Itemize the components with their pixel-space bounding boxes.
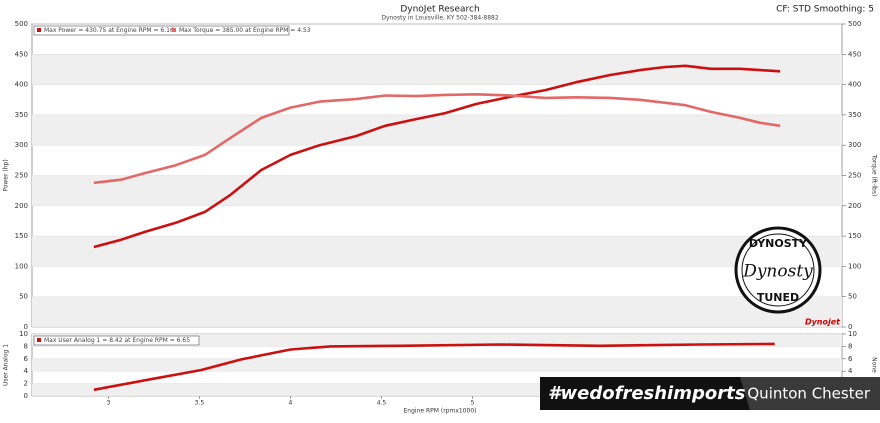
legend-swatch xyxy=(37,338,41,342)
series-line xyxy=(93,64,781,249)
tag-bg xyxy=(540,377,750,410)
y2-tick-label: 450 xyxy=(848,50,861,58)
y-tick-label: 100 xyxy=(15,262,28,270)
y-tick-label: 6 xyxy=(24,355,29,363)
x-tick-label: 4.5 xyxy=(377,400,387,407)
y-axis-label: Power (hp) xyxy=(3,159,10,191)
y2-tick-label: 200 xyxy=(848,202,861,210)
plots: 0501001502002503003504004505000501001502… xyxy=(3,20,878,415)
y-tick-label: 4 xyxy=(24,367,29,375)
y2-tick-label: 0 xyxy=(848,323,852,331)
grid-band xyxy=(32,296,842,327)
watermark: #wedofreshimports Quinton Chester xyxy=(540,377,880,410)
y-tick-label: 500 xyxy=(15,20,28,28)
series-line xyxy=(93,93,781,185)
y-tick-label: 450 xyxy=(15,50,28,58)
y2-tick-label: 300 xyxy=(848,141,861,149)
y-tick-label: 2 xyxy=(24,380,28,388)
legend-label: Max Power = 430.75 at Engine RPM = 6.16 xyxy=(44,27,174,34)
y-tick-label: 50 xyxy=(19,293,28,301)
legend-label: Max Torque = 385.00 at Engine RPM = 4.53 xyxy=(179,27,311,34)
y-tick-label: 350 xyxy=(15,111,28,119)
logo-ring xyxy=(734,226,822,314)
y2-axis-label: None xyxy=(871,357,878,373)
legend-box xyxy=(33,25,290,36)
logo-top: DYNOSTY xyxy=(749,237,808,250)
grid-band xyxy=(32,236,842,267)
x-axis-label: Engine RPM (rpmx1000) xyxy=(404,408,477,415)
y2-tick-label: 4 xyxy=(848,367,853,375)
y2-tick-label: 500 xyxy=(848,20,861,28)
legend-box xyxy=(33,335,200,346)
y-tick-label: 0 xyxy=(24,323,28,331)
x-tick-label: 4 xyxy=(289,400,293,407)
legend-swatch xyxy=(172,28,176,32)
brand: Dynojet xyxy=(805,318,841,327)
y2-tick-label: 250 xyxy=(848,172,861,180)
grid-band xyxy=(32,175,842,206)
logo-ring xyxy=(741,233,815,307)
y-tick-label: 8 xyxy=(24,342,28,350)
logo-middle: Dynosty xyxy=(742,262,813,282)
y2-tick-label: 8 xyxy=(848,342,852,350)
grid-band xyxy=(32,358,842,372)
y-tick-label: 400 xyxy=(15,81,28,89)
y2-tick-label: 350 xyxy=(848,111,861,119)
series-line xyxy=(93,342,775,392)
y-tick-label: 150 xyxy=(15,232,28,240)
x-tick-label: 5 xyxy=(471,400,475,407)
x-tick-label: 3 xyxy=(107,400,111,407)
legend-swatch xyxy=(37,28,41,32)
y2-tick-label: 50 xyxy=(848,293,857,301)
y-tick-label: 200 xyxy=(15,202,28,210)
y-tick-label: 250 xyxy=(15,172,28,180)
y-tick-label: 10 xyxy=(19,330,28,338)
legend-label: Max User Analog 1 = 8.42 at Engine RPM =… xyxy=(44,337,190,344)
subtitle: Dynosty in Louisville, KY 502-384-8882 xyxy=(381,15,498,22)
grid-band xyxy=(32,334,842,347)
y2-tick-label: 100 xyxy=(848,262,861,270)
y2-tick-label: 10 xyxy=(848,330,857,338)
settings: CF: STD Smoothing: 5 xyxy=(776,5,874,15)
hashtag: #wedofreshimports xyxy=(548,383,746,404)
y-tick-label: 0 xyxy=(24,392,28,400)
logo: DYNOSTY Dynosty TUNED Dynojet xyxy=(734,226,841,327)
x-tick-label: 3.5 xyxy=(195,400,205,407)
author: Quinton Chester xyxy=(747,385,870,403)
y2-tick-label: 6 xyxy=(848,355,853,363)
title: DynoJet Research xyxy=(400,5,479,15)
y2-tick-label: 150 xyxy=(848,232,861,240)
grid-band xyxy=(32,114,842,146)
y-axis-label: User Analog 1 xyxy=(3,344,10,386)
y-tick-label: 300 xyxy=(15,141,28,149)
name-bg xyxy=(740,377,880,410)
y2-axis-label: Torque (ft-lbs) xyxy=(871,154,878,197)
logo-bottom: TUNED xyxy=(757,291,799,304)
y2-tick-label: 400 xyxy=(848,81,861,89)
